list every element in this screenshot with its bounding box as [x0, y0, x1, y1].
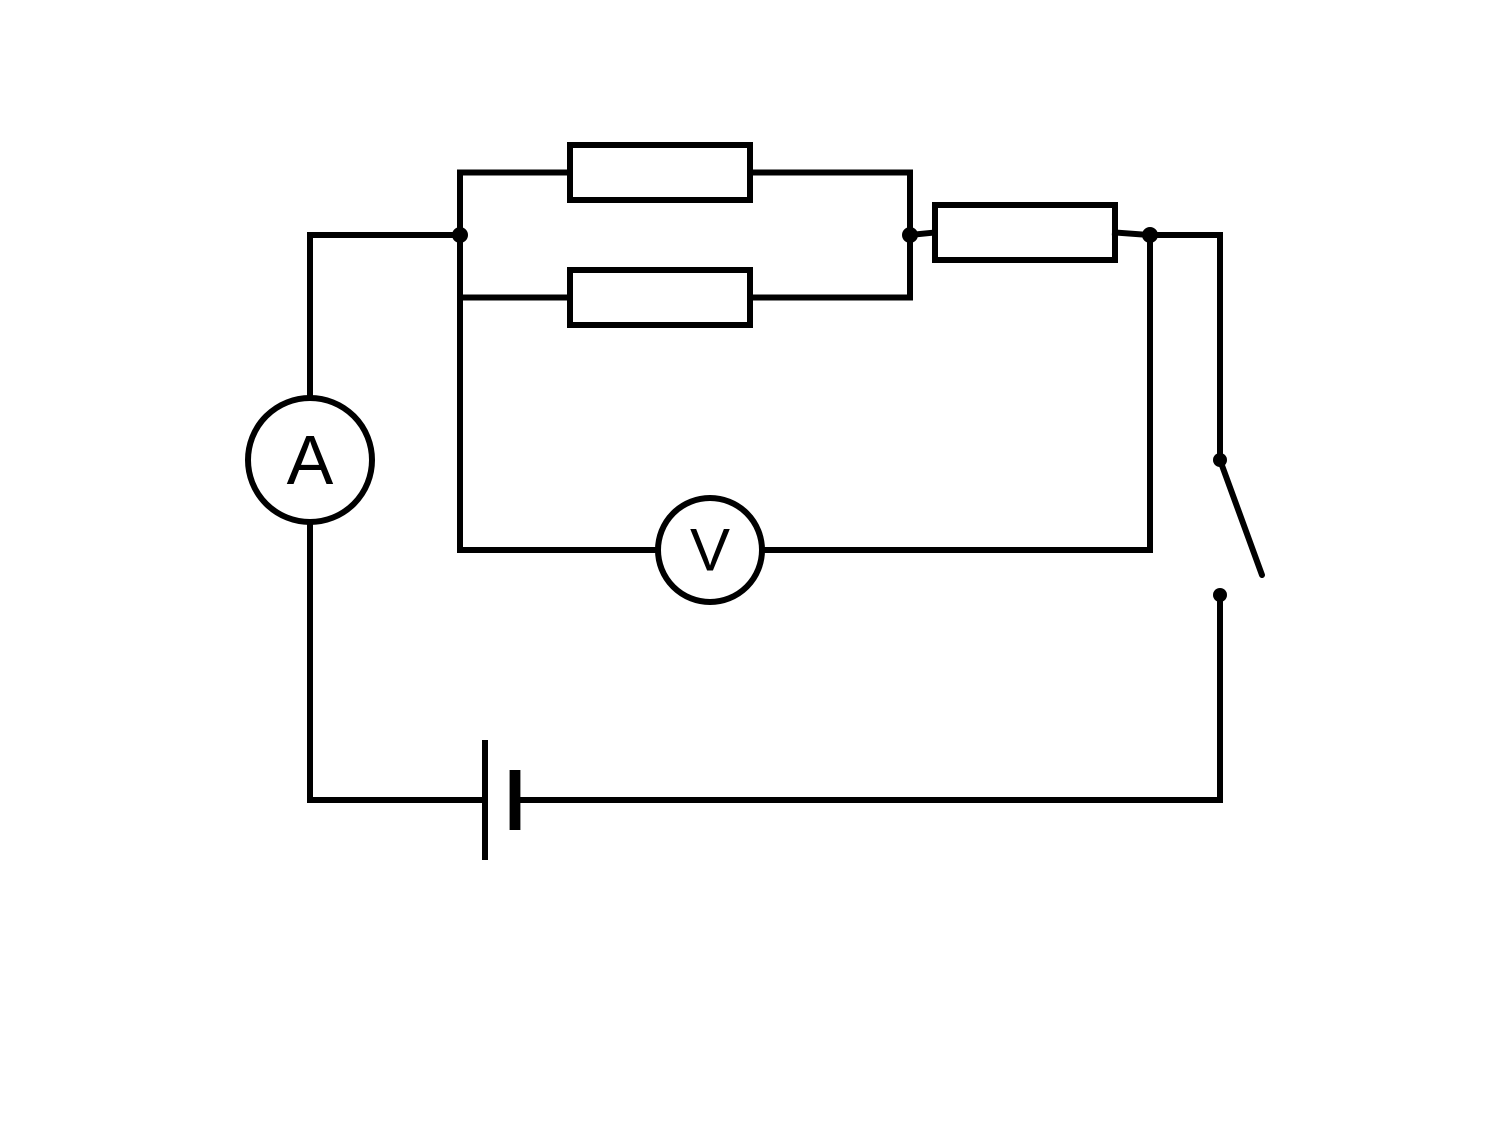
node-top-right [1142, 227, 1158, 243]
node-split-right [902, 227, 918, 243]
resistor-r3 [935, 205, 1115, 260]
circuit-diagram: AV [0, 0, 1500, 1125]
resistor-r1 [570, 145, 750, 200]
resistor-r2 [570, 270, 750, 325]
ammeter-label: A [287, 421, 334, 499]
switch-arm [1220, 460, 1262, 575]
voltmeter-label: V [690, 517, 730, 584]
node-split-left [452, 227, 468, 243]
